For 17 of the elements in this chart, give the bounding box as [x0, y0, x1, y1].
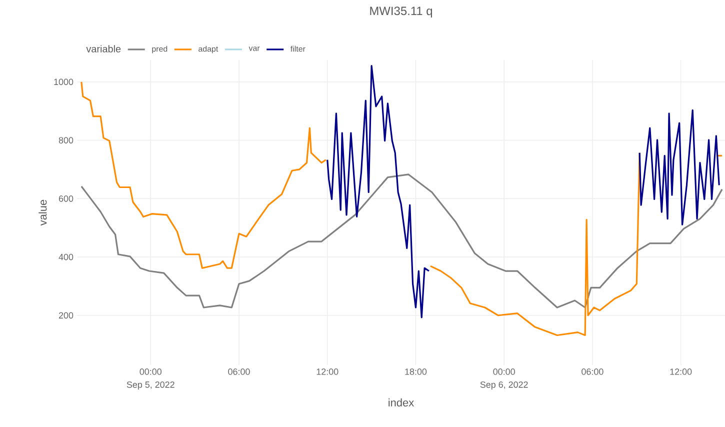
x-axis-title: index	[388, 398, 414, 406]
x-tick-label: 12:00	[316, 368, 338, 375]
y-tick-label: 800	[58, 137, 74, 144]
y-tick-label: 200	[58, 312, 74, 319]
chart-title: MWI35.11 q	[370, 6, 432, 18]
x-tick-label: 12:00	[670, 368, 692, 375]
y-axis-title: value	[38, 200, 47, 226]
y-tick-label: 1000	[54, 78, 74, 86]
x-tick-label: 18:00	[405, 368, 427, 375]
legend-title: variable	[86, 45, 121, 52]
x-tick-label: 06:00	[228, 368, 250, 375]
y-tick-label: 600	[58, 195, 74, 202]
x-tick-label: 00:00 Sep 5, 2022	[126, 368, 174, 390]
x-tick-label: 06:00	[582, 368, 604, 375]
x-tick-label: 00:00 Sep 6, 2022	[480, 368, 528, 390]
line-series	[80, 174, 723, 308]
y-tick-label: 400	[58, 254, 74, 260]
